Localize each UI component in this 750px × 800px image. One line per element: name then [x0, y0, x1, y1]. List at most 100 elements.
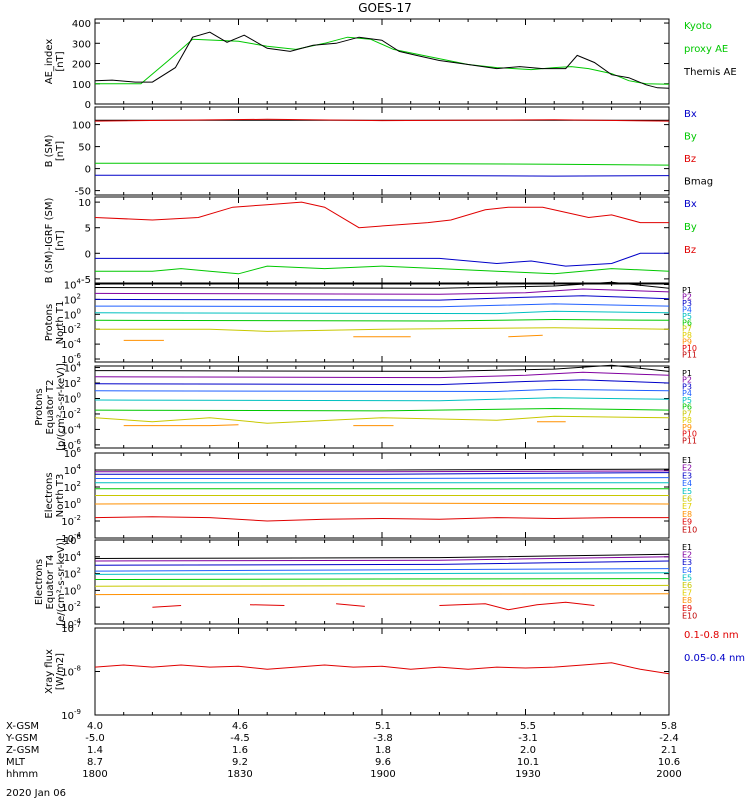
y-axis-label: [nT] — [55, 141, 66, 161]
series-e9 — [152, 605, 182, 608]
series-p7 — [95, 327, 670, 332]
x-axis-value: -3.8 — [373, 733, 393, 744]
series-p7 — [94, 415, 670, 424]
series-e5 — [94, 572, 670, 575]
y-tick-label: -50 — [75, 187, 91, 198]
series-p1 — [94, 281, 670, 289]
y-axis-label: [W/m2] — [55, 653, 66, 690]
series-kyoto-proxy-ae — [95, 36, 670, 85]
y-axis-label: Electrons — [34, 559, 45, 605]
legend-entry: P11 — [682, 436, 697, 445]
x-axis-value: 1800 — [82, 769, 107, 780]
series-p1 — [94, 364, 670, 372]
legend-entry: E10 — [682, 525, 697, 534]
b-minus-igrf-panel: -5 0 5 10 B (SM)-IGRF (SM) [nT] Bx By Bz — [44, 196, 697, 286]
series-0-1-0-8-nm — [94, 662, 670, 675]
x-axis-value: -5.0 — [85, 733, 105, 744]
ae-index-panel: 0 100 200 300 400 AE_index [nT] Kyoto proxy AE Th… — [44, 18, 737, 111]
y-axis-label: North T1 — [55, 301, 66, 345]
series-p2 — [94, 288, 670, 295]
series-p9c — [508, 334, 543, 338]
x-axis-value: 9.2 — [232, 757, 248, 768]
series-bx — [95, 174, 670, 177]
legend-entry: Bmag — [684, 177, 713, 188]
y-tick-label: 50 — [78, 143, 91, 154]
protons-equator-t2-frame — [94, 365, 670, 449]
y-axis-label: B (SM)-IGRF (SM) — [44, 198, 55, 284]
legend-entry: E10 — [682, 611, 697, 620]
legend-entry: P6 — [682, 403, 692, 412]
legend-entry: P3 — [682, 299, 692, 308]
series-e9d — [439, 601, 595, 611]
series-e3 — [94, 560, 670, 566]
legend-entry: P6 — [682, 318, 692, 327]
legend-entry: By — [684, 222, 697, 233]
series-p4 — [94, 303, 670, 308]
series-e1 — [94, 553, 670, 559]
series-p4 — [94, 388, 670, 393]
y-tick-label: 102 — [64, 292, 81, 306]
x-axis-value: 1900 — [370, 769, 395, 780]
legend-entry: E5 — [682, 573, 692, 582]
x-axis-value: 5.8 — [661, 721, 677, 732]
y-axis-label: [p/(cm²-s-sr-keV)] — [56, 363, 67, 451]
y-tick-label: 104 — [64, 463, 82, 477]
x-axis-value: 10.1 — [517, 757, 539, 768]
y-tick-label: 102 — [64, 480, 81, 494]
legend-entry: E5 — [682, 487, 692, 496]
y-tick-label: 100 — [72, 80, 91, 91]
y-axis-label: AE_index — [44, 39, 55, 85]
series-e3 — [95, 472, 670, 475]
series-e9c — [336, 603, 365, 607]
legend-entry: P4 — [682, 389, 692, 398]
y-tick-label: -5 — [81, 275, 91, 286]
series-e4 — [95, 477, 670, 479]
legend-entry: P4 — [682, 305, 692, 314]
legend-entry: By — [684, 132, 697, 143]
series-e9b — [249, 604, 285, 606]
x-axis-value: -2.4 — [659, 733, 679, 744]
series-p3 — [94, 379, 670, 386]
legend-entry: P10 — [682, 344, 697, 353]
y-axis-label: Protons — [34, 388, 45, 425]
legend-entry: E3 — [682, 558, 692, 567]
series-by — [95, 265, 670, 275]
x-axis-value: 1930 — [515, 769, 540, 780]
series-e9 — [94, 516, 669, 522]
legend-entry: P9 — [682, 423, 692, 432]
series-e4 — [94, 568, 670, 572]
legend-entry: P8 — [682, 331, 692, 340]
legend-entry: Themis AE — [683, 67, 737, 78]
y-axis-label: Xray flux — [44, 649, 55, 694]
series-p5 — [94, 310, 670, 315]
legend-entry: P9 — [682, 338, 692, 347]
x-axis-value: 1.4 — [87, 745, 103, 756]
legend-entry: Bx — [684, 109, 697, 120]
x-axis-value: 4.6 — [232, 721, 248, 732]
legend-entry: E7 — [682, 502, 692, 511]
x-axis-value: 2.1 — [661, 745, 677, 756]
x-axis-row-label: X-GSM — [6, 721, 39, 732]
legend-entry: P7 — [682, 325, 692, 334]
legend-entry: E8 — [682, 596, 692, 605]
series-e7 — [94, 584, 670, 587]
legend-entry: Kyoto — [684, 21, 712, 32]
legend-entry: P5 — [682, 396, 692, 405]
legend-entry: E1 — [682, 456, 692, 465]
legend-entry: E9 — [682, 518, 692, 527]
y-axis-label: [e/(cm²-s-sr-keV)] — [56, 538, 67, 626]
y-tick-label: 10-9 — [61, 708, 81, 722]
legend-entry: P8 — [682, 416, 692, 425]
series-e2 — [94, 556, 670, 562]
x-axis-value: 1.8 — [375, 745, 391, 756]
y-axis-label: B (SM) — [44, 134, 55, 167]
x-axis-value: 1830 — [227, 769, 252, 780]
x-axis-value: -3.1 — [518, 733, 538, 744]
y-axis-label: Equator T2 — [45, 380, 56, 435]
legend-entry: proxy AE — [684, 44, 728, 55]
